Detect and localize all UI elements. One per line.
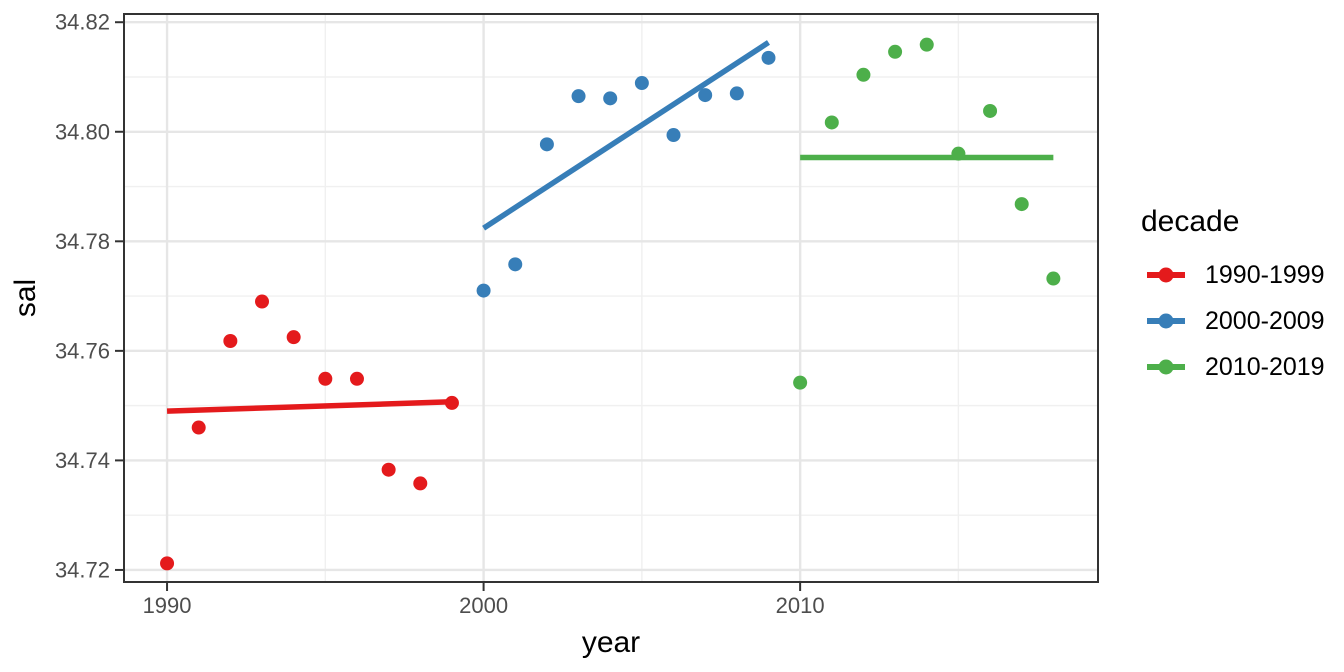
legend-label: 2010-2019 [1205, 352, 1325, 381]
data-point-2000-2009 [698, 88, 713, 103]
data-point-1990-1999 [255, 294, 270, 309]
x-tick-label: 1990 [143, 593, 192, 618]
data-point-2000-2009 [729, 86, 744, 101]
data-point-2010-2019 [983, 103, 998, 118]
y-tick-label: 34.80 [55, 119, 110, 144]
data-point-1990-1999 [286, 330, 301, 345]
data-point-1990-1999 [160, 556, 175, 571]
trend-line-2000-2009 [482, 40, 770, 231]
data-point-2010-2019 [888, 44, 903, 59]
legend-entry-2000-2009: 2000-2009 [1141, 298, 1325, 344]
data-point-1990-1999 [413, 476, 428, 491]
data-point-1990-1999 [318, 371, 333, 386]
legend-title: decade [1141, 205, 1240, 238]
data-point-2000-2009 [508, 257, 523, 272]
legend: decade 1990-1999 2000-2009 [1141, 205, 1325, 390]
data-point-2000-2009 [666, 128, 681, 143]
panel-background [124, 14, 1098, 582]
data-point-2010-2019 [951, 146, 966, 161]
data-point-1990-1999 [223, 333, 238, 348]
legend-label: 1990-1999 [1205, 260, 1325, 289]
y-tick-label: 34.72 [55, 557, 110, 582]
data-point-2000-2009 [761, 50, 776, 65]
legend-key-line-dot-icon [1147, 359, 1185, 375]
data-point-2010-2019 [856, 67, 871, 82]
legend-entry-1990-1999: 1990-1999 [1141, 252, 1325, 298]
trend-line-1990-1999 [166, 399, 453, 414]
y-axis-title: sal [9, 278, 42, 318]
data-point-2010-2019 [1014, 197, 1029, 212]
legend-label: 2000-2009 [1205, 306, 1325, 335]
y-tick-label: 34.76 [55, 338, 110, 363]
y-tick-label: 34.82 [55, 10, 110, 35]
data-point-1990-1999 [381, 462, 396, 477]
data-point-2010-2019 [1046, 271, 1061, 286]
x-tick-label: 2000 [459, 593, 508, 618]
x-axis-title: year [581, 626, 641, 659]
data-point-2000-2009 [571, 89, 586, 104]
legend-entry-2010-2019: 2010-2019 [1141, 344, 1325, 390]
panel-border [123, 13, 1099, 583]
data-point-2000-2009 [603, 91, 618, 106]
data-point-2010-2019 [824, 115, 839, 130]
data-point-2010-2019 [793, 375, 808, 390]
legend-key-line-dot-icon [1147, 313, 1185, 329]
data-point-1990-1999 [444, 395, 459, 410]
data-point-2000-2009 [476, 283, 491, 298]
y-tick-label: 34.74 [55, 448, 110, 473]
data-point-2000-2009 [634, 76, 649, 91]
y-tick-label: 34.78 [55, 229, 110, 254]
legend-entries: 1990-1999 2000-2009 2010-2019 [1141, 252, 1325, 390]
data-point-2010-2019 [919, 37, 934, 52]
data-point-1990-1999 [349, 371, 364, 386]
data-point-1990-1999 [191, 420, 206, 435]
x-tick-label: 2010 [776, 593, 825, 618]
data-point-2000-2009 [539, 137, 554, 152]
legend-key-line-dot-icon [1147, 267, 1185, 283]
